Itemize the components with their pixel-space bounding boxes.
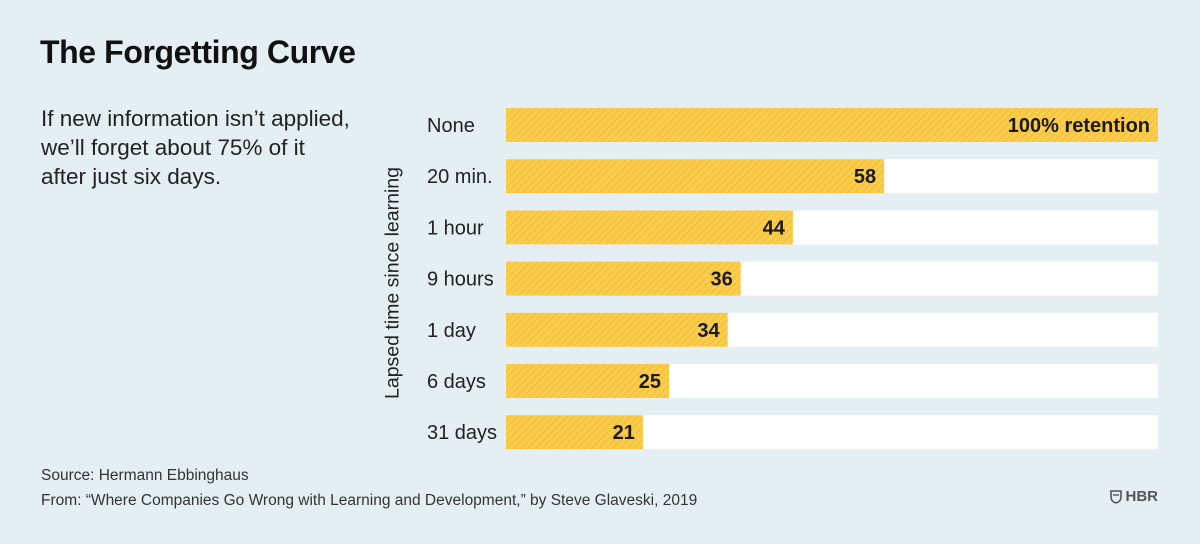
category-label: 20 min.	[427, 166, 493, 188]
category-label: None	[427, 115, 475, 137]
value-label: 21	[613, 422, 635, 444]
category-label: 1 day	[427, 320, 476, 342]
bar-1-day	[506, 312, 728, 347]
value-label: 58	[854, 166, 876, 188]
category-label: 9 hours	[427, 269, 494, 291]
value-label: 44	[763, 217, 786, 239]
chart-subtitle: If new information isn’t applied, we’ll …	[41, 106, 350, 189]
bars-group: None 100% retention 20 min. 58 1 hour 44 9 hou…	[427, 108, 1158, 450]
from-line: From: “Where Companies Go Wrong with Lea…	[41, 492, 698, 509]
bar-9-hours	[506, 261, 741, 296]
hbr-logo: HBR	[1109, 488, 1159, 505]
value-label: 100% retention	[1008, 115, 1150, 137]
source-block: Source: Hermann Ebbinghaus From: “Where …	[41, 463, 697, 513]
value-label: 34	[697, 320, 720, 342]
bar-20-min	[506, 159, 885, 194]
value-label: 36	[710, 269, 732, 291]
logo-text: HBR	[1125, 488, 1159, 505]
category-label: 31 days	[427, 422, 497, 444]
category-label: 6 days	[427, 371, 486, 393]
shield-icon	[1109, 489, 1122, 504]
value-label: 25	[639, 371, 661, 393]
chart-title: The Forgetting Curve	[40, 34, 356, 70]
category-label: 1 hour	[427, 217, 484, 239]
bar-none	[506, 108, 1158, 142]
bar-6-days	[506, 364, 669, 398]
bar-31-days	[506, 415, 643, 450]
bar-1-hour	[506, 210, 793, 245]
source-line: Source: Hermann Ebbinghaus	[41, 467, 249, 484]
